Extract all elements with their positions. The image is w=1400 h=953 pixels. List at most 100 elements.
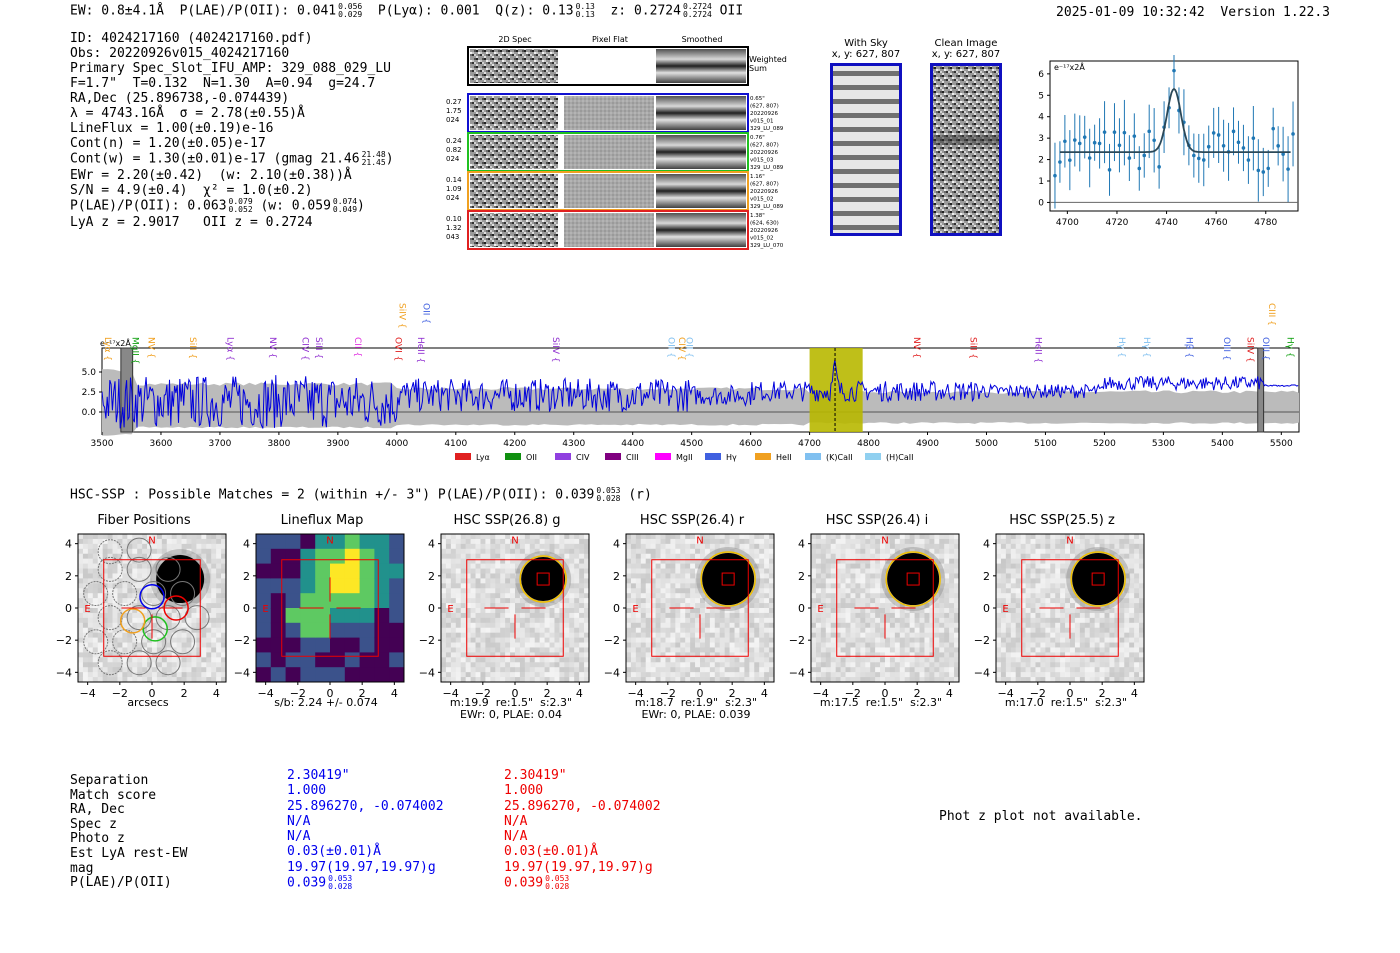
hsc-pixel	[216, 583, 222, 589]
hsc-pixel	[171, 622, 177, 629]
hsc-pixel	[564, 588, 570, 594]
hsc-pixel	[574, 612, 580, 619]
hsc-pixel	[470, 617, 476, 624]
hsc-pixel	[914, 637, 920, 643]
hsc-pixel	[680, 617, 686, 624]
lineflux-pixel	[389, 637, 405, 653]
hsc-pixel	[1114, 603, 1120, 609]
hsc-pixel	[944, 593, 950, 599]
hsc-pixel	[539, 543, 545, 550]
hsc-pixel	[645, 642, 651, 648]
hsc-pixel	[744, 627, 750, 633]
hsc-pixel	[510, 548, 516, 555]
cutout-row-smoothed	[656, 135, 746, 169]
hsc-pixel	[475, 657, 481, 663]
hsc-pixel	[544, 627, 550, 633]
hsc-pixel	[645, 534, 651, 540]
hsc-pixel	[1114, 538, 1120, 545]
hsc-pixel	[944, 598, 950, 604]
hsc-pixel	[695, 573, 701, 579]
hsc-pixel	[939, 667, 945, 673]
hsc-pixel	[480, 578, 486, 584]
hsc-pixel	[1099, 637, 1105, 643]
hsc-pixel	[769, 578, 775, 584]
hsc-pixel	[655, 548, 661, 555]
hsc-pixel	[914, 608, 920, 614]
hsc-pixel	[445, 583, 452, 589]
hsc-pixel	[579, 553, 585, 559]
hsc-pixel	[680, 548, 686, 555]
hsc-pixel	[670, 672, 676, 678]
hsc-pixel	[769, 632, 775, 638]
lineflux-pixel	[359, 637, 375, 653]
hsc-pixel	[675, 598, 681, 604]
legend-swatch	[705, 453, 721, 460]
hsc-pixel	[112, 612, 118, 619]
hsc-pixel	[455, 593, 462, 599]
hsc-pixel	[490, 534, 496, 540]
hsc-pixel	[630, 543, 637, 550]
hsc-pixel	[690, 627, 696, 633]
hsc-pixel	[749, 652, 755, 658]
hsc-pixel	[92, 632, 99, 638]
hsc-pixel	[490, 652, 496, 658]
hsc-pixel	[835, 538, 841, 545]
hsc-pixel	[1099, 627, 1105, 633]
hsc-pixel	[954, 583, 960, 589]
hsc-pixel	[510, 588, 516, 594]
hsc-pixel	[1045, 677, 1051, 683]
hsc-pixel	[860, 647, 866, 653]
hsc-pixel	[490, 677, 496, 683]
hsc-pixel	[112, 573, 118, 579]
hsc-pixel	[675, 667, 681, 673]
hsc-pixel	[850, 647, 856, 653]
hsc-pixel	[939, 588, 945, 594]
hsc-pixel	[860, 603, 866, 609]
hsc-pixel	[216, 627, 222, 633]
hsc-pixel	[480, 627, 486, 633]
hsc-pixel	[825, 563, 832, 569]
hsc-pixel	[450, 583, 457, 589]
hsc-pixel	[1000, 534, 1007, 540]
hsc-pixel	[695, 578, 701, 584]
hsc-pixel	[700, 548, 706, 555]
hsc-pixel	[519, 647, 526, 653]
hsc-pixel	[675, 603, 681, 609]
hsc-pixel	[1079, 632, 1086, 638]
weighted-sum-label: Weighted	[749, 55, 787, 64]
hsc-pixel	[724, 632, 730, 638]
hsc-pixel	[579, 598, 585, 604]
hsc-pixel	[102, 553, 108, 559]
hsc-pixel	[161, 538, 168, 545]
hsc-pixel	[700, 637, 706, 643]
hsc-pixel	[211, 543, 217, 550]
hsc-pixel	[769, 593, 775, 599]
hsc-pixel	[112, 632, 118, 638]
hsc-pixel	[1065, 677, 1071, 683]
hsc-pixel	[650, 534, 656, 540]
hsc-pixel	[117, 563, 123, 569]
hsc-pixel	[830, 593, 836, 599]
hsc-pixel	[885, 534, 891, 540]
hsc-pixel	[939, 608, 945, 614]
hsc-pixel	[954, 543, 960, 550]
hsc-pixel	[156, 593, 163, 599]
hsc-pixel	[529, 543, 536, 550]
hsc-pixel	[815, 588, 822, 594]
hsc-pixel	[1055, 642, 1061, 648]
hsc-pixel	[811, 603, 817, 609]
hsc-pixel	[569, 612, 575, 619]
hsc-pixel	[216, 543, 222, 550]
hsc-pixel	[820, 677, 827, 683]
hsc-pixel	[152, 558, 158, 564]
hsc-pixel	[919, 538, 925, 545]
hsc-pixel	[685, 534, 691, 540]
spectrum-line-label: SiIV {	[1245, 337, 1255, 363]
hsc-pixel	[211, 553, 217, 559]
hsc-pixel	[1025, 632, 1031, 638]
hsc-pixel	[1040, 612, 1046, 619]
hsc-pixel	[519, 622, 526, 629]
hsc-pixel	[749, 672, 755, 678]
legend-swatch	[555, 453, 571, 460]
hsc-pixel	[729, 672, 735, 678]
